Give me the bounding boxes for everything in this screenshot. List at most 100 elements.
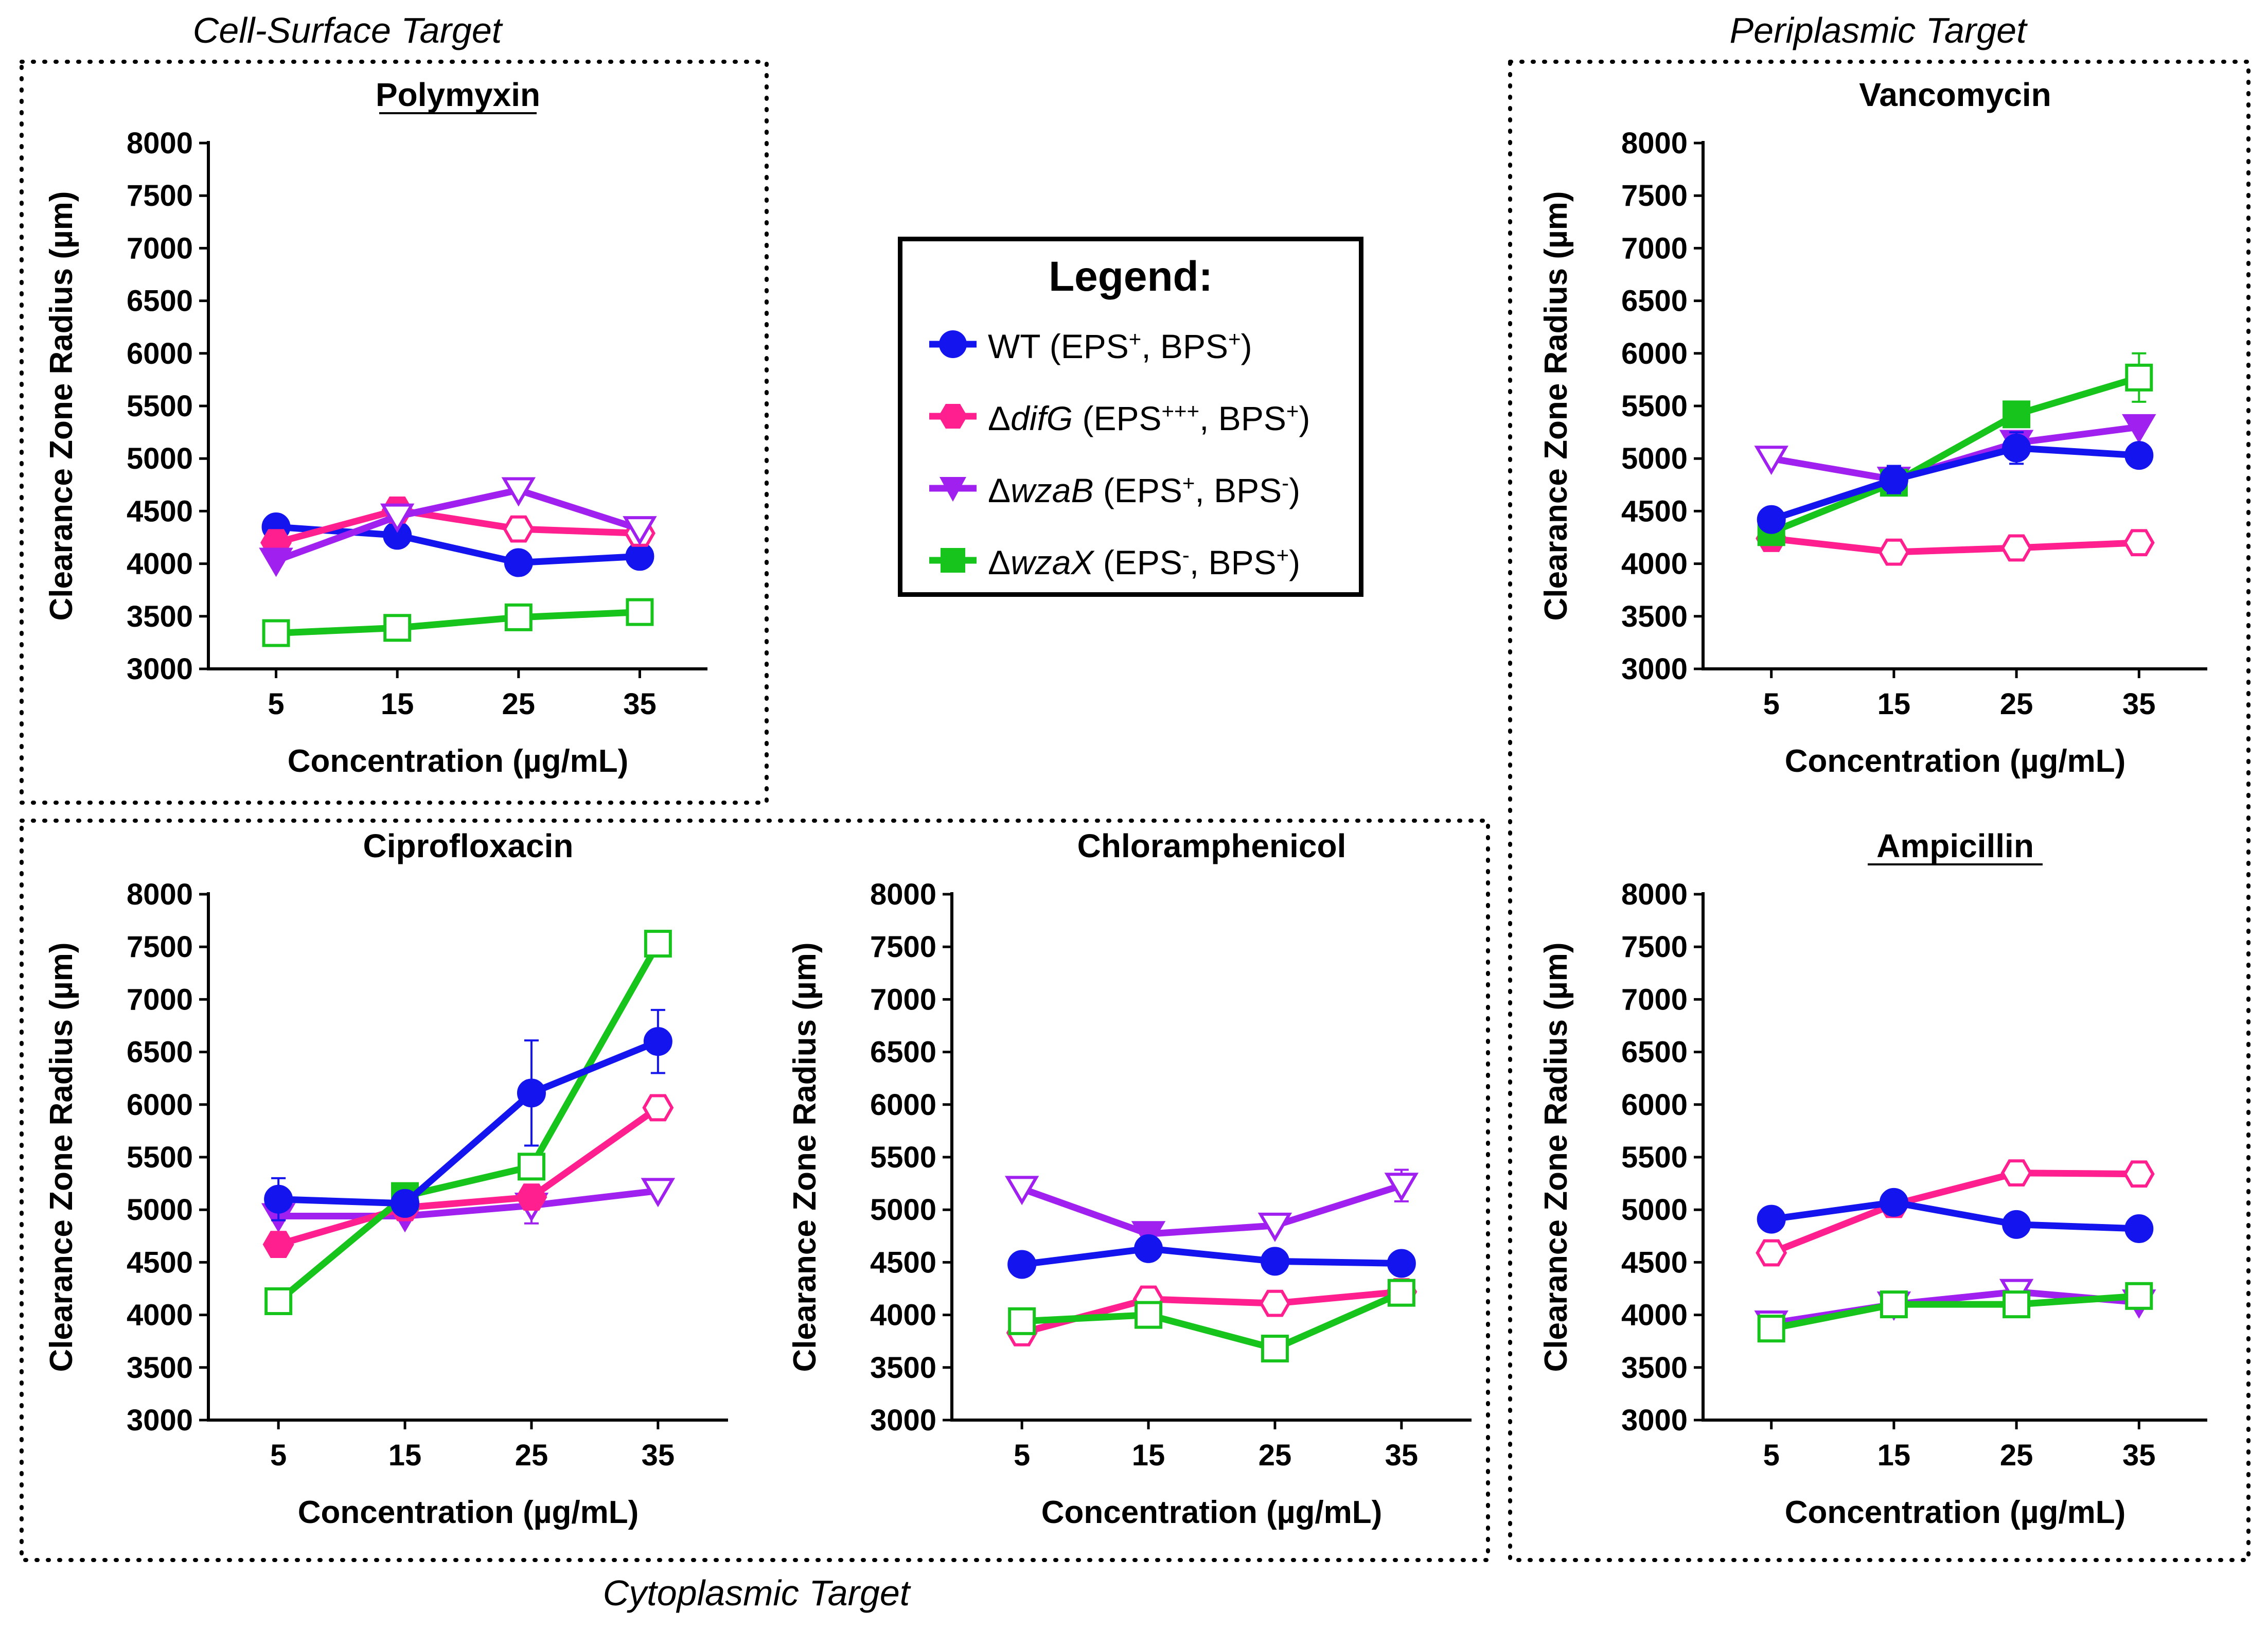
y-tick-label: 3000 <box>127 652 193 686</box>
data-point-wt <box>2002 433 2031 463</box>
chart-title: Polymyxin <box>376 76 540 113</box>
data-point-wzab <box>259 547 293 577</box>
series-line-wzab <box>1020 1182 1403 1237</box>
data-point-wzax <box>1261 1335 1289 1363</box>
y-tick-label: 8000 <box>1621 878 1688 911</box>
y-tick-label: 7500 <box>127 179 193 212</box>
y-tick-label: 7500 <box>127 930 193 964</box>
series-wt <box>264 1008 672 1221</box>
x-axis-label: Concentration (µg/mL) <box>1041 1495 1383 1530</box>
data-point-difg <box>516 1183 547 1211</box>
series-wt <box>261 512 654 577</box>
series-line-wt <box>276 523 640 566</box>
data-point-wt <box>2002 1210 2031 1239</box>
x-tick-label: 15 <box>388 1439 422 1472</box>
x-tick-label: 15 <box>1877 687 1911 721</box>
data-point-wzax <box>1387 1279 1415 1307</box>
y-tick-label: 3500 <box>127 600 193 633</box>
data-point-wzax <box>517 1153 545 1181</box>
y-tick-label: 4500 <box>127 1246 193 1279</box>
legend-marker-wzax <box>929 548 977 573</box>
series-line-difg <box>1770 535 2139 556</box>
y-tick-label: 4000 <box>870 1299 936 1332</box>
legend-label-difg: ΔdifG (EPS+++, BPS+) <box>988 399 1310 437</box>
series-line-difg <box>1770 1170 2139 1256</box>
data-point-wt <box>1134 1234 1163 1263</box>
data-point-wt <box>1387 1249 1416 1278</box>
x-tick-label: 15 <box>381 687 414 721</box>
x-tick-label: 35 <box>623 687 657 721</box>
section-boxes <box>20 60 2251 1562</box>
chart-ciprofloxacin: 3000 3500 4000 4500 5000 5500 6000 6500 7000 7500… <box>44 827 728 1530</box>
y-tick-label: 3500 <box>127 1351 193 1385</box>
data-point-difg <box>2000 1159 2032 1187</box>
data-point-wzax <box>1135 1301 1163 1329</box>
x-tick-label: 15 <box>1132 1439 1165 1472</box>
y-tick-label: 5000 <box>1621 1193 1688 1227</box>
y-tick-label: 6500 <box>1621 285 1688 318</box>
data-point-wt <box>643 1027 672 1056</box>
x-tick-label: 35 <box>2122 687 2156 721</box>
data-point-wzax <box>2125 363 2153 392</box>
y-tick-label: 5000 <box>127 442 193 475</box>
data-point-wzab <box>623 516 657 546</box>
data-point-wzab <box>380 503 415 533</box>
y-tick-label: 8000 <box>1621 127 1688 160</box>
data-point-difg <box>1259 1289 1291 1317</box>
chart-title: Ampicillin <box>1876 827 2034 864</box>
y-tick-label: 3000 <box>1621 652 1688 686</box>
x-tick-label: 5 <box>1763 687 1780 721</box>
y-tick-label: 3000 <box>870 1404 936 1437</box>
data-point-difg <box>1756 1239 1787 1267</box>
data-point-wt <box>1879 465 1908 494</box>
legend-item-wt: WT (EPS+, BPS+) <box>927 318 1354 370</box>
y-tick-label: 7000 <box>127 232 193 265</box>
data-point-wzab <box>501 477 536 507</box>
data-point-wzab <box>2122 414 2156 444</box>
series-wzax <box>1008 1279 1415 1363</box>
series-line-wt <box>278 1038 660 1207</box>
series-line-wzax <box>1770 374 2140 536</box>
y-tick-label: 4500 <box>1621 494 1688 528</box>
y-axis-label: Clearance Zone Radius (µm) <box>44 191 79 621</box>
y-tick-label: 6000 <box>870 1088 936 1122</box>
series-line-wzab <box>275 487 641 564</box>
data-point-wzab <box>1384 1173 1419 1202</box>
legend-marker-wt <box>929 330 977 358</box>
y-tick-label: 3500 <box>1621 600 1688 633</box>
series-difg <box>262 1094 674 1259</box>
y-tick-label: 8000 <box>127 127 193 160</box>
x-axis-label: Concentration (µg/mL) <box>1785 1495 2126 1530</box>
y-axis-label: Clearance Zone Radius (µm) <box>1538 191 1574 621</box>
data-point-wzax <box>504 603 533 631</box>
series-line-wt <box>1770 445 2139 523</box>
y-tick-label: 6000 <box>1621 1088 1688 1122</box>
series-wzax <box>1757 352 2153 546</box>
y-tick-label: 5500 <box>127 389 193 423</box>
y-tick-label: 6500 <box>1621 1036 1688 1069</box>
data-point-wzab <box>1257 1212 1292 1242</box>
series-wzax <box>1757 1282 2153 1343</box>
series-line-wt <box>1770 1199 2139 1232</box>
y-tick-label: 4500 <box>127 494 193 528</box>
series-line-wt <box>1021 1245 1402 1268</box>
y-tick-label: 8000 <box>127 878 193 911</box>
data-point-wzax <box>2003 400 2031 429</box>
data-point-wzab <box>641 1178 676 1208</box>
y-tick-label: 6500 <box>127 285 193 318</box>
x-tick-label: 35 <box>2122 1439 2156 1472</box>
series-wzab <box>259 477 657 577</box>
x-tick-label: 15 <box>1877 1439 1911 1472</box>
y-tick-label: 6000 <box>127 337 193 370</box>
y-tick-label: 8000 <box>870 878 936 911</box>
y-tick-label: 3000 <box>127 1404 193 1437</box>
data-point-difg <box>262 1231 294 1259</box>
x-tick-label: 25 <box>515 1439 548 1472</box>
x-axis-label: Concentration (µg/mL) <box>298 1495 639 1530</box>
data-point-wzax <box>1008 1307 1036 1335</box>
cell-surface-box <box>20 60 769 805</box>
y-tick-label: 7000 <box>1621 983 1688 1016</box>
x-tick-label: 25 <box>1259 1439 1292 1472</box>
chart-ampicillin: 3000 3500 4000 4500 5000 5500 6000 6500 7000 7500… <box>1538 827 2207 1530</box>
